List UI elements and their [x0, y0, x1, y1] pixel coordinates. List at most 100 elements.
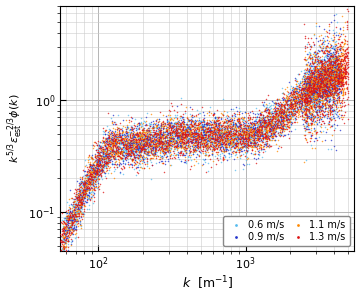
- Point: [145, 136, 151, 141]
- Point: [106, 137, 112, 142]
- Point: [127, 153, 133, 157]
- Point: [269, 123, 275, 128]
- Point: [174, 134, 180, 138]
- Point: [127, 162, 133, 166]
- Point: [283, 100, 289, 104]
- Point: [89, 166, 95, 171]
- Point: [184, 131, 190, 136]
- Point: [309, 111, 315, 116]
- Point: [329, 55, 335, 60]
- Point: [336, 81, 342, 86]
- Point: [305, 86, 311, 91]
- Point: [184, 134, 190, 138]
- Point: [262, 127, 268, 132]
- Point: [333, 79, 339, 83]
- Point: [224, 134, 230, 138]
- Point: [306, 80, 312, 85]
- Point: [140, 138, 146, 143]
- Point: [273, 122, 279, 126]
- Point: [131, 156, 136, 161]
- Point: [149, 146, 155, 151]
- Point: [168, 131, 174, 135]
- Point: [301, 79, 307, 84]
- Point: [298, 86, 304, 91]
- Point: [333, 91, 339, 96]
- Point: [305, 130, 311, 134]
- Point: [309, 95, 314, 100]
- Point: [334, 64, 339, 69]
- Point: [330, 72, 336, 77]
- Point: [324, 80, 329, 85]
- Point: [90, 163, 96, 168]
- Point: [209, 124, 215, 129]
- Point: [253, 122, 258, 126]
- Point: [206, 130, 211, 134]
- Point: [316, 89, 322, 94]
- Point: [70, 216, 76, 221]
- Point: [314, 66, 320, 71]
- Point: [157, 131, 163, 136]
- Point: [322, 103, 328, 108]
- Point: [294, 86, 300, 91]
- Point: [259, 131, 265, 135]
- Point: [96, 158, 102, 163]
- Point: [279, 110, 285, 115]
- Point: [79, 195, 85, 200]
- Point: [227, 117, 233, 122]
- Point: [326, 56, 332, 61]
- Point: [147, 122, 153, 126]
- Point: [323, 105, 328, 110]
- Point: [95, 162, 100, 166]
- Point: [68, 215, 74, 220]
- Point: [316, 117, 322, 122]
- Point: [88, 178, 94, 183]
- Point: [136, 142, 142, 147]
- Point: [304, 81, 310, 86]
- Point: [325, 57, 331, 61]
- Point: [226, 123, 231, 128]
- Point: [118, 142, 124, 146]
- Point: [322, 86, 328, 91]
- Point: [295, 90, 301, 95]
- Point: [272, 130, 278, 135]
- Point: [305, 86, 310, 91]
- Point: [324, 82, 330, 86]
- Point: [247, 131, 253, 136]
- Point: [306, 92, 312, 97]
- Point: [216, 134, 222, 138]
- Point: [288, 109, 294, 114]
- Point: [291, 97, 296, 102]
- Point: [223, 142, 229, 147]
- Point: [286, 110, 292, 115]
- Point: [213, 132, 219, 136]
- Point: [314, 131, 319, 135]
- Point: [74, 179, 80, 183]
- Point: [281, 109, 287, 114]
- Point: [112, 150, 118, 155]
- Point: [282, 104, 287, 108]
- Point: [135, 142, 141, 146]
- Point: [324, 77, 329, 82]
- Point: [239, 143, 244, 148]
- Point: [289, 111, 295, 116]
- Point: [72, 199, 78, 204]
- Point: [311, 96, 317, 101]
- Point: [187, 133, 193, 137]
- Point: [172, 134, 178, 139]
- Point: [338, 84, 344, 89]
- Point: [157, 141, 163, 145]
- Point: [316, 86, 322, 91]
- Point: [181, 147, 187, 151]
- Point: [180, 138, 185, 143]
- Point: [273, 114, 279, 118]
- Point: [188, 119, 194, 124]
- Point: [237, 131, 243, 136]
- Point: [82, 192, 88, 196]
- Point: [128, 119, 134, 123]
- Point: [339, 83, 345, 88]
- Point: [151, 153, 157, 158]
- Point: [256, 125, 261, 129]
- Point: [294, 105, 300, 109]
- Point: [343, 103, 348, 108]
- Point: [185, 141, 191, 145]
